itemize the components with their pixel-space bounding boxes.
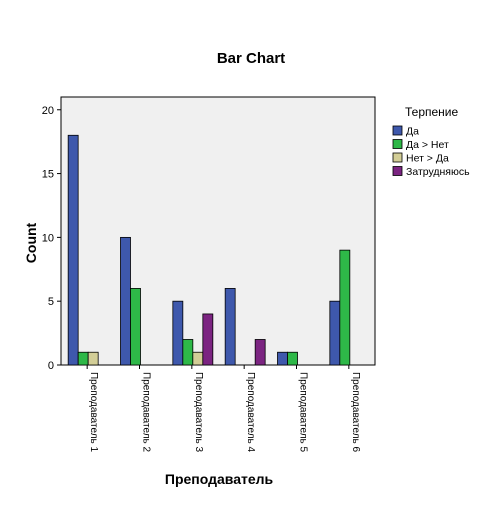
- x-tick-label: Преподаватель 3: [193, 372, 204, 453]
- bar: [339, 249, 351, 366]
- legend-label: Затрудняюсь: [406, 166, 470, 178]
- bar: [120, 236, 131, 366]
- bar: [224, 288, 236, 366]
- legend-swatch: [392, 166, 403, 176]
- x-tick-label: Преподаватель 6: [350, 372, 361, 453]
- y-tick-label: 5: [48, 296, 54, 308]
- x-tick-label: Преподаватель 4: [245, 372, 256, 453]
- bar: [277, 351, 288, 366]
- y-tick-label: 15: [42, 169, 54, 181]
- bar: [172, 300, 184, 366]
- bar: [130, 288, 141, 366]
- x-tick-label: Преподаватель 5: [298, 372, 309, 453]
- y-tick-label: 20: [42, 105, 54, 117]
- chart-title: Bar Chart: [217, 50, 285, 67]
- legend-swatch: [392, 139, 403, 149]
- bar: [67, 134, 79, 366]
- y-tick-label: 0: [48, 360, 54, 372]
- plot-area: [60, 96, 376, 366]
- x-tick-label: Преподаватель 1: [88, 372, 99, 453]
- bar: [182, 339, 194, 366]
- bar: [77, 351, 89, 366]
- bar: [254, 339, 266, 366]
- legend-label: Да: [406, 126, 419, 138]
- x-tick-label: Преподаватель 2: [141, 372, 152, 453]
- bar: [329, 300, 341, 366]
- y-axis-label: Count: [23, 222, 39, 263]
- legend-label: Да > Нет: [406, 139, 449, 151]
- legend-swatch: [392, 152, 403, 163]
- bar: [202, 313, 214, 366]
- legend-swatch: [392, 125, 403, 136]
- legend-label: Нет > Да: [406, 153, 449, 165]
- bar: [87, 351, 99, 366]
- legend-title: Терпение: [405, 105, 459, 119]
- bar: [287, 351, 298, 366]
- x-axis-label: Преподаватель: [165, 471, 274, 487]
- y-tick-label: 10: [42, 232, 54, 244]
- bar: [192, 351, 204, 366]
